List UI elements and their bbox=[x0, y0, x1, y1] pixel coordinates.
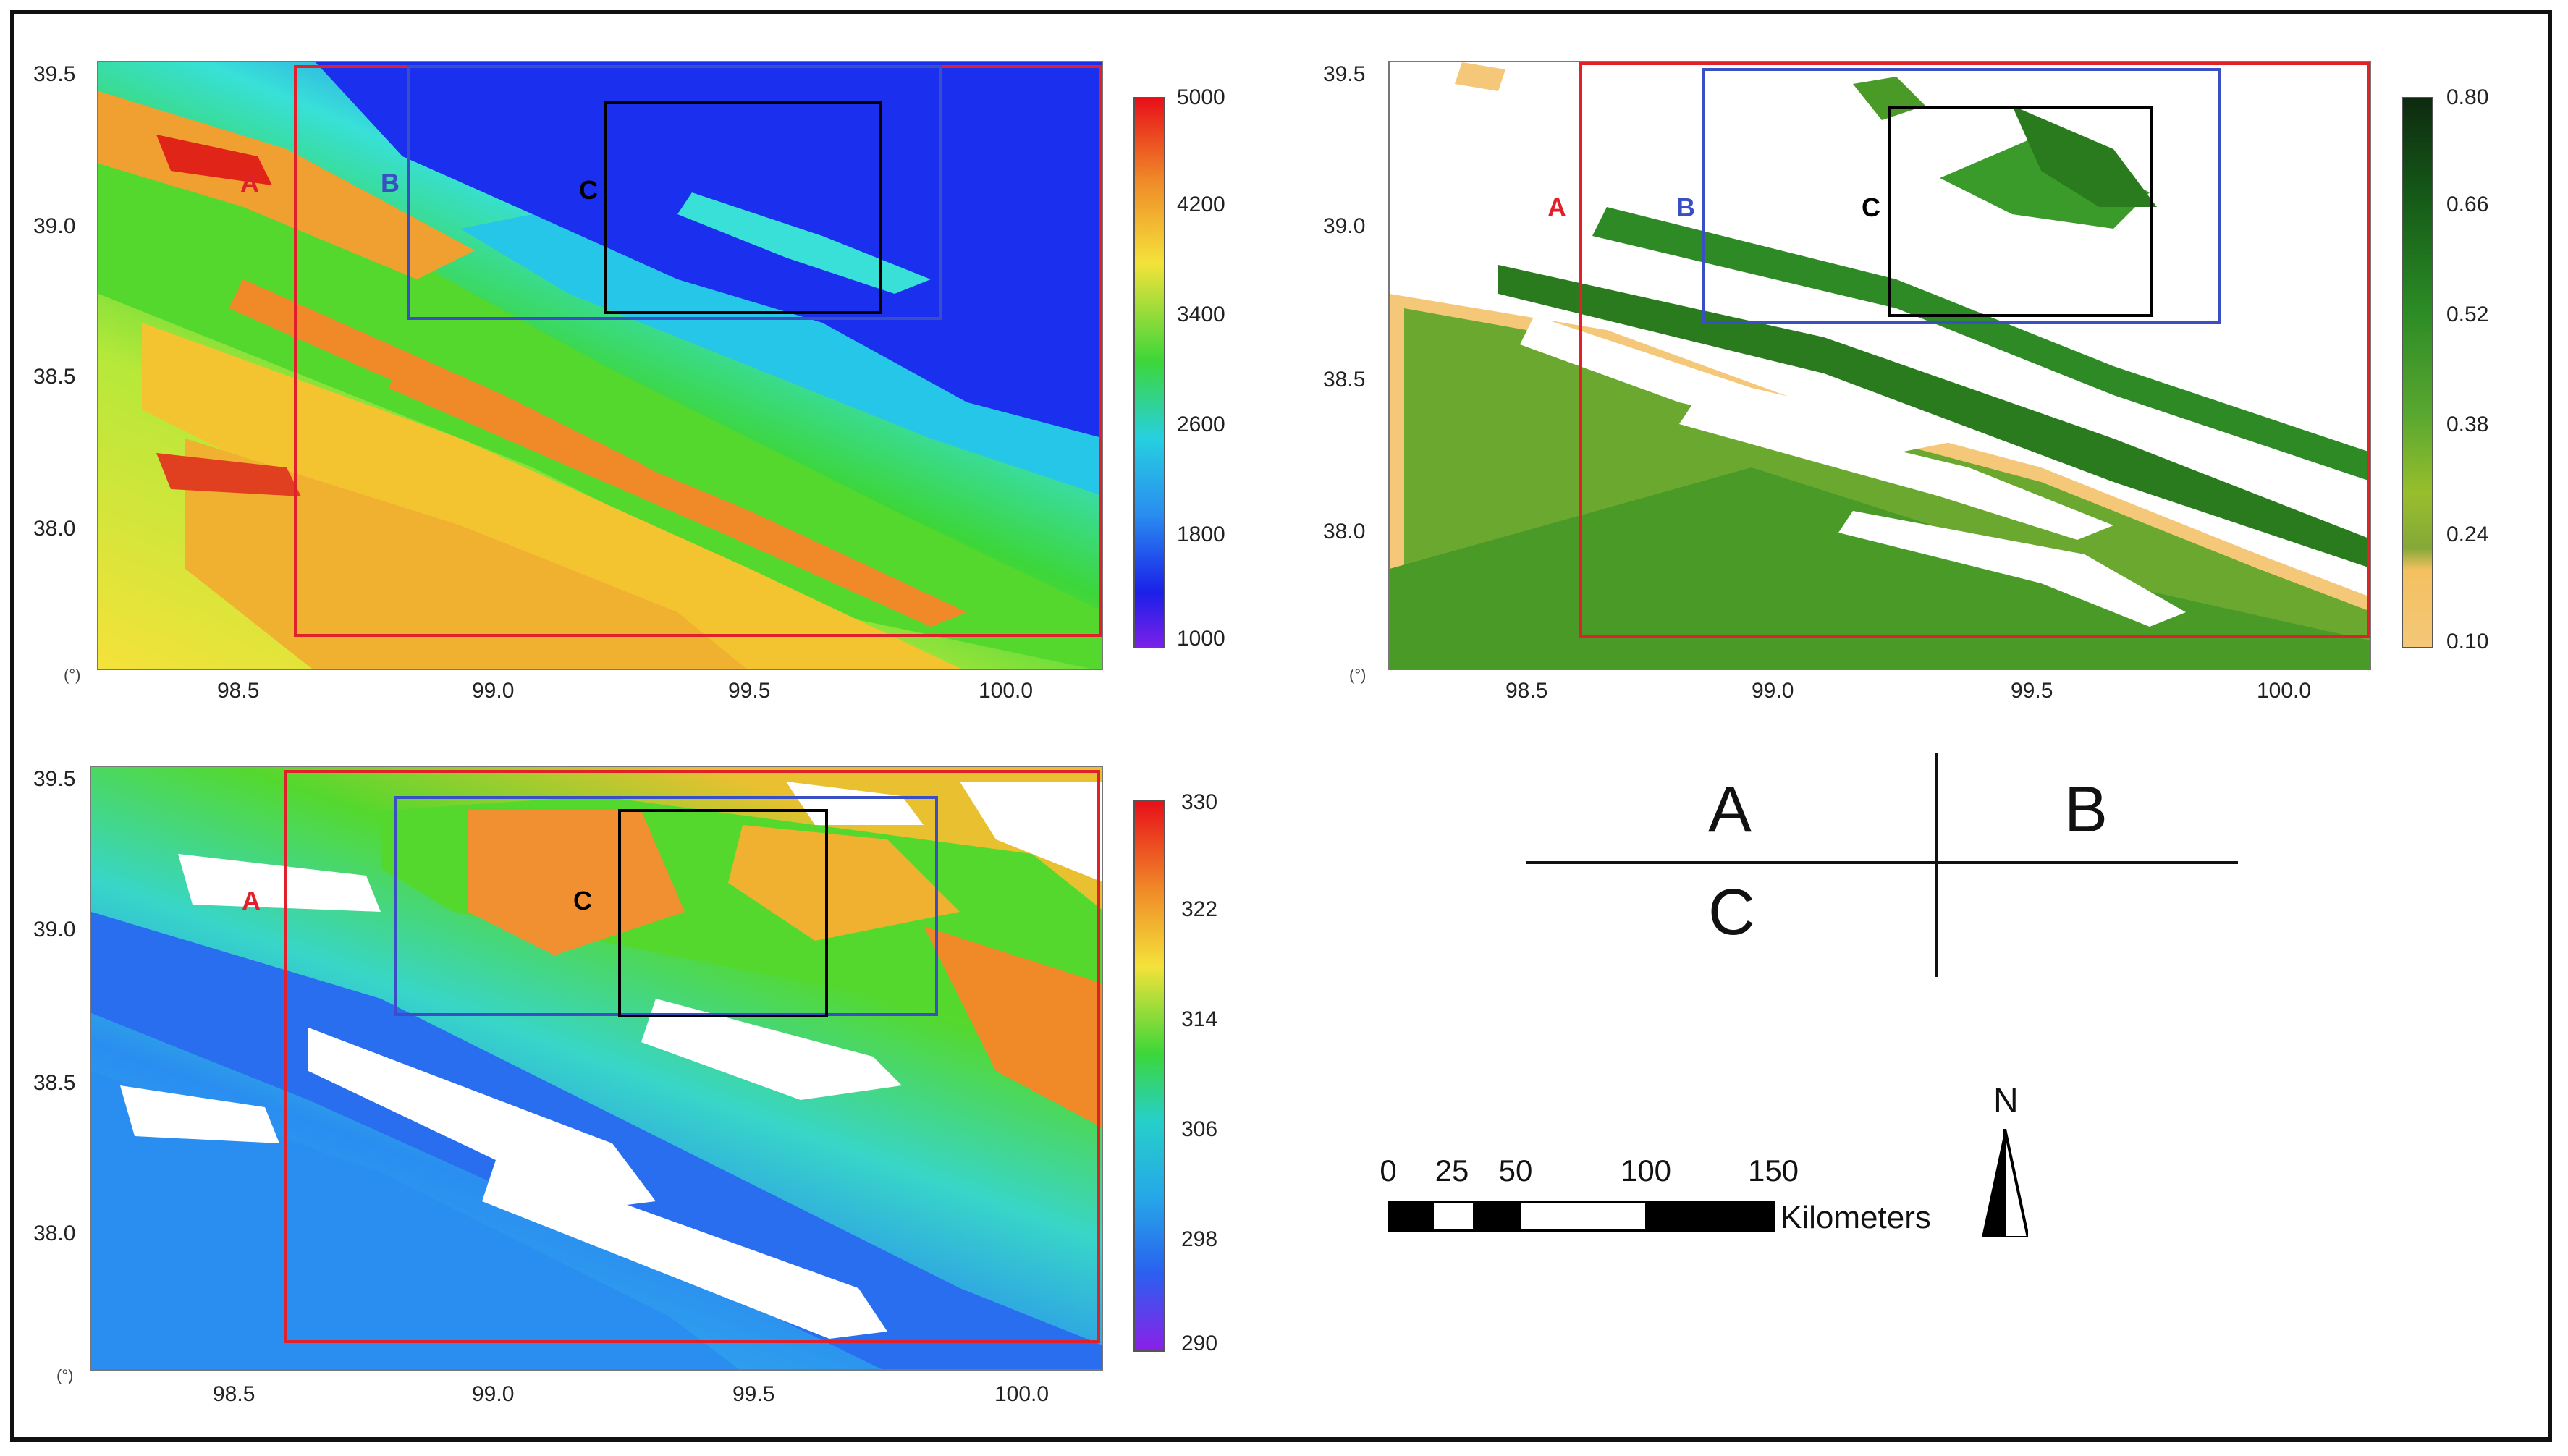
colorbar-label: 290 bbox=[1181, 1332, 1218, 1355]
label-a: A bbox=[1547, 192, 1566, 222]
scale-tick: 50 bbox=[1498, 1154, 1533, 1188]
colorbar-label: 306 bbox=[1181, 1117, 1218, 1141]
colorbar-label: 322 bbox=[1181, 897, 1218, 921]
y-tick: 38.0 bbox=[1323, 520, 1366, 543]
y-tick: 39.0 bbox=[1323, 214, 1366, 238]
north-label: N bbox=[1993, 1082, 2019, 1120]
scale-tick: 25 bbox=[1435, 1154, 1469, 1188]
region-b-box bbox=[407, 65, 942, 320]
y-tick: 38.5 bbox=[1323, 368, 1366, 391]
x-tick: 98.5 bbox=[213, 1382, 255, 1406]
colorbar-label: 1000 bbox=[1177, 627, 1225, 651]
y-tick: 38.0 bbox=[33, 517, 76, 541]
legend-vertical-line bbox=[1935, 753, 1938, 977]
label-c: C bbox=[573, 886, 592, 915]
x-tick: 98.5 bbox=[217, 679, 260, 703]
colorbar-label: 0.24 bbox=[2446, 522, 2489, 546]
label-a: A bbox=[242, 886, 261, 915]
colorbar-label: 314 bbox=[1181, 1007, 1218, 1031]
x-tick: 99.5 bbox=[2011, 679, 2053, 703]
label-c: C bbox=[579, 175, 598, 205]
x-tick: 99.0 bbox=[472, 1382, 515, 1406]
colorbar-label: 0.66 bbox=[2446, 192, 2489, 216]
elevation-colorbar bbox=[1133, 97, 1165, 648]
region-a-box bbox=[284, 770, 1100, 1343]
colorbar-label: 5000 bbox=[1177, 85, 1225, 109]
x-tick: 99.5 bbox=[728, 679, 771, 703]
y-tick: 39.5 bbox=[33, 62, 76, 86]
temperature-raster bbox=[91, 767, 1102, 1369]
scale-segment bbox=[1432, 1201, 1475, 1232]
elevation-map: A B C bbox=[97, 61, 1103, 670]
scale-segment bbox=[1647, 1201, 1775, 1232]
scale-tick: 100 bbox=[1620, 1154, 1672, 1188]
x-tick: 99.5 bbox=[732, 1382, 775, 1406]
region-c-box bbox=[618, 809, 828, 1017]
colorbar-label: 0.10 bbox=[2446, 630, 2489, 653]
region-b-box bbox=[1702, 68, 2221, 324]
label-c: C bbox=[1862, 192, 1880, 222]
colorbar-label: 0.80 bbox=[2446, 85, 2489, 109]
colorbar-label: 298 bbox=[1181, 1227, 1218, 1251]
x-tick: 100.0 bbox=[979, 679, 1034, 703]
scale-tick: 150 bbox=[1747, 1154, 1799, 1188]
y-tick: 39.5 bbox=[1323, 62, 1366, 86]
region-c-box bbox=[604, 101, 882, 314]
axis-unit: (°) bbox=[1349, 666, 1367, 684]
figure-frame bbox=[10, 10, 2552, 1442]
vegetation-raster bbox=[1390, 62, 2370, 669]
y-tick: 39.0 bbox=[33, 214, 76, 238]
colorbar-label: 2600 bbox=[1177, 412, 1225, 436]
colorbar-label: 0.38 bbox=[2446, 412, 2489, 436]
scale-tick: 0 bbox=[1380, 1154, 1397, 1188]
north-arrow-icon bbox=[1982, 1129, 2028, 1237]
x-tick: 98.5 bbox=[1505, 679, 1548, 703]
region-a-box bbox=[1579, 62, 2370, 638]
colorbar-label: 330 bbox=[1181, 790, 1218, 814]
y-tick: 39.0 bbox=[33, 918, 76, 941]
axis-unit: (°) bbox=[56, 1366, 74, 1384]
colorbar-label: 0.52 bbox=[2446, 302, 2489, 326]
axis-unit: (°) bbox=[64, 666, 81, 684]
colorbar-label: 3400 bbox=[1177, 302, 1225, 326]
scale-segment bbox=[1475, 1201, 1519, 1232]
y-tick: 38.5 bbox=[33, 1071, 76, 1095]
region-c-box bbox=[1888, 106, 2153, 317]
colorbar-label: 1800 bbox=[1177, 522, 1225, 546]
y-tick: 39.5 bbox=[33, 767, 76, 791]
legend-a: A bbox=[1708, 774, 1752, 846]
y-tick: 38.0 bbox=[33, 1222, 76, 1245]
vegetation-map: A B C bbox=[1388, 61, 2371, 670]
label-b: B bbox=[1676, 192, 1695, 222]
x-tick: 100.0 bbox=[2257, 679, 2312, 703]
x-tick: 100.0 bbox=[994, 1382, 1049, 1406]
temperature-colorbar bbox=[1133, 800, 1165, 1352]
legend-b: B bbox=[2064, 774, 2108, 846]
scale-unit: Kilometers bbox=[1781, 1200, 1931, 1235]
scale-segment bbox=[1388, 1201, 1432, 1232]
x-tick: 99.0 bbox=[1752, 679, 1794, 703]
elevation-raster bbox=[98, 62, 1102, 669]
temperature-map: A C bbox=[90, 766, 1103, 1371]
y-tick: 38.5 bbox=[33, 365, 76, 389]
label-a: A bbox=[240, 168, 259, 198]
colorbar-label: 4200 bbox=[1177, 192, 1225, 216]
scale-segment bbox=[1519, 1201, 1647, 1232]
x-tick: 99.0 bbox=[472, 679, 515, 703]
legend-horizontal-line bbox=[1526, 861, 2238, 864]
vegetation-colorbar bbox=[2402, 97, 2433, 648]
label-b: B bbox=[381, 168, 400, 198]
legend-c: C bbox=[1708, 876, 1755, 949]
